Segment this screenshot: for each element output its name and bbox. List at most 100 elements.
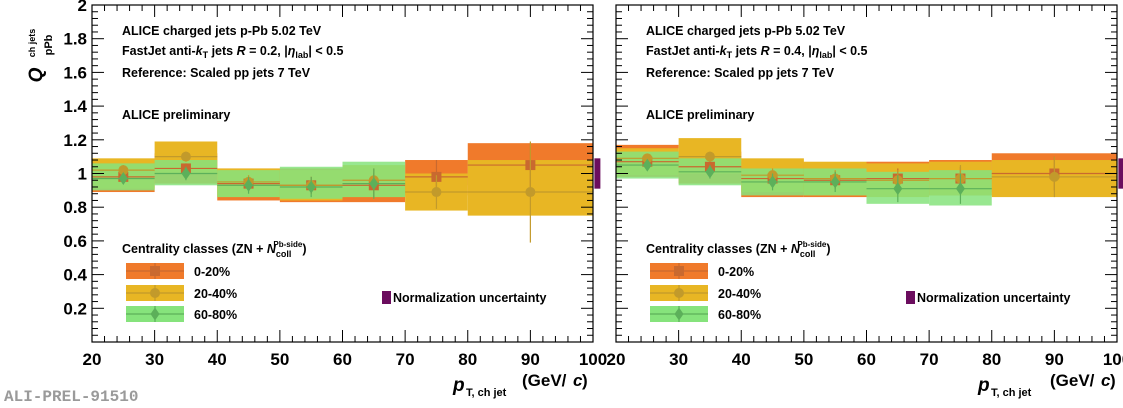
marker-1-1 [180, 151, 191, 162]
info-line-3: Reference: Scaled pp jets 7 TeV [646, 66, 835, 80]
x-tick-label: 100 [579, 350, 607, 369]
info-line-1: ALICE charged jets p-Pb 5.02 TeV [646, 24, 846, 38]
preliminary-label: ALICE preliminary [122, 108, 230, 122]
x-tick-label: 50 [270, 350, 289, 369]
marker-1-0 [118, 165, 129, 176]
x-axis-title-unit-close: ) [582, 371, 588, 390]
info-line-2-part: | < 0.5 [832, 44, 867, 58]
legend-marker-0 [674, 266, 684, 276]
y-axis-title-main: Q [26, 67, 47, 82]
normalization-legend-label: Normalization uncertainty [393, 291, 547, 305]
marker-2-4 [893, 182, 903, 196]
x-tick-label: 80 [458, 350, 477, 369]
normalization-band [1118, 158, 1123, 189]
info-line-2-part: η [288, 44, 296, 58]
legend-label-1: 20-40% [718, 287, 761, 301]
normalization-legend-label: Normalization uncertainty [917, 291, 1071, 305]
info-line-2-part: lab [295, 50, 309, 60]
info-line-1: ALICE charged jets p-Pb 5.02 TeV [122, 24, 322, 38]
info-line-2-part: FastJet anti- [122, 44, 196, 58]
info-line-2-part: T [203, 50, 209, 60]
x-axis-title-right: p T, ch jet (GeV/ c ) [977, 371, 1116, 399]
info-line-2-part: T [727, 50, 733, 60]
legend-title-part: N [791, 242, 801, 256]
x-axis-title-unit-c: c [1101, 371, 1111, 390]
watermark: ALI-PREL-91510 [4, 388, 138, 406]
legend-marker-1 [150, 288, 160, 298]
x-axis-title-left: p T, ch jet (GeV/ c ) [452, 371, 588, 399]
chart-panel-right: 20 30 40 50 60 70 80 90 100 ALICE charged jets p-… [607, 4, 1123, 369]
legend-marker-2 [150, 307, 160, 321]
y-axis-title: Q ch jets pPb [26, 29, 55, 83]
x-tick-label: 30 [669, 350, 688, 369]
legend-label-0: 0-20% [718, 265, 754, 279]
info-line-2-part: R [761, 44, 770, 58]
y-tick-label: 0.4 [63, 266, 87, 285]
marker-2-1 [181, 167, 191, 180]
x-tick-label: 100 [1103, 350, 1123, 369]
marker-2-4 [369, 177, 379, 191]
y-tick-label: 0.2 [63, 299, 87, 318]
normalization-band [594, 158, 601, 189]
legend-marker-0 [150, 266, 160, 276]
info-line-2-part: | < 0.5 [308, 44, 343, 58]
legend-marker-1 [674, 288, 684, 298]
legend-title-part: Pb-side [273, 240, 302, 249]
x-tick-label: 70 [396, 350, 415, 369]
x-tick-label: 50 [794, 350, 813, 369]
marker-2-0 [118, 172, 128, 186]
x-tick-label: 90 [521, 350, 540, 369]
legend-title-part: Centrality classes (ZN + [646, 242, 791, 256]
info-line-3: Reference: Scaled pp jets 7 TeV [122, 66, 311, 80]
marker-2-1 [705, 165, 715, 179]
marker-1-0 [642, 153, 653, 164]
marker-2-3 [306, 180, 316, 194]
x-tick-label: 60 [857, 350, 876, 369]
x-axis-title-main: p [977, 375, 990, 396]
marker-1-6 [1049, 171, 1060, 182]
x-tick-label: 30 [145, 350, 164, 369]
y-tick-label: 0.6 [63, 232, 87, 251]
legend-title-part: coll [800, 249, 816, 259]
legend-label-1: 20-40% [194, 287, 237, 301]
legend-title-part: ) [302, 242, 306, 256]
marker-1-5 [431, 187, 442, 198]
info-line-2: FastJet anti-kT jets R = 0.2, |ηlab| < 0… [122, 44, 344, 60]
x-axis-title-sub: T, ch jet [991, 387, 1032, 399]
y-tick-label: 1.4 [63, 97, 87, 116]
y-tick-label: 2 [78, 0, 87, 15]
info-line-2-part: = 0.4, | [770, 44, 812, 58]
legend-label-2: 60-80% [718, 308, 761, 322]
legend-title-part: Pb-side [797, 240, 826, 249]
marker-1-6 [525, 187, 536, 198]
marker-2-0 [642, 158, 652, 172]
y-tick-label: 1.2 [63, 131, 87, 150]
marker-1-1 [704, 151, 715, 162]
info-line-2: FastJet anti-kT jets R = 0.4, |ηlab| < 0… [646, 44, 868, 60]
info-line-2-part: jets [732, 44, 761, 58]
info-line-2-part: k [720, 44, 728, 58]
preliminary-label: ALICE preliminary [646, 108, 754, 122]
info-line-2-part: = 0.2, | [246, 44, 288, 58]
info-line-2-part: R [237, 44, 246, 58]
x-axis-title-unit-open: (GeV/ [1050, 371, 1095, 390]
x-tick-label: 40 [208, 350, 227, 369]
x-tick-label: 20 [83, 350, 102, 369]
info-line-2-part: FastJet anti- [646, 44, 720, 58]
chart-panel-left: 20 30 40 50 60 70 80 90 100 0.2 0.4 0.6 0.8 1 1.2 1.4 1.… [63, 0, 607, 369]
marker-2-2 [244, 178, 254, 192]
x-axis-title-sub: T, ch jet [466, 387, 507, 399]
marker-2-3 [830, 175, 840, 189]
x-tick-label: 40 [732, 350, 751, 369]
legend-label-2: 60-80% [194, 308, 237, 322]
y-tick-label: 1.6 [63, 63, 87, 82]
legend-title: Centrality classes (ZN + NcollPb-side) [646, 240, 830, 259]
info-line-2-part: lab [819, 50, 833, 60]
y-axis-title-sup: ch jets [27, 29, 37, 58]
legend-title-part: ) [826, 242, 830, 256]
legend-title-part: N [267, 242, 277, 256]
x-tick-label: 20 [607, 350, 626, 369]
legend-marker-2 [674, 307, 684, 321]
legend-title-part: Centrality classes (ZN + [122, 242, 267, 256]
